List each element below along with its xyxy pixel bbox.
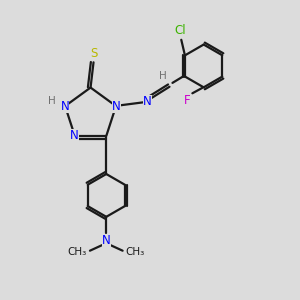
Text: H: H bbox=[48, 96, 56, 106]
Text: CH₃: CH₃ bbox=[68, 248, 87, 257]
Text: CH₃: CH₃ bbox=[125, 248, 145, 257]
Text: S: S bbox=[90, 47, 97, 61]
Text: Cl: Cl bbox=[175, 24, 187, 38]
Text: N: N bbox=[102, 233, 111, 247]
Text: N: N bbox=[70, 130, 79, 142]
Text: F: F bbox=[184, 94, 190, 106]
Text: N: N bbox=[143, 95, 152, 108]
Text: H: H bbox=[159, 71, 167, 81]
Text: N: N bbox=[112, 100, 121, 112]
Text: N: N bbox=[61, 100, 70, 112]
